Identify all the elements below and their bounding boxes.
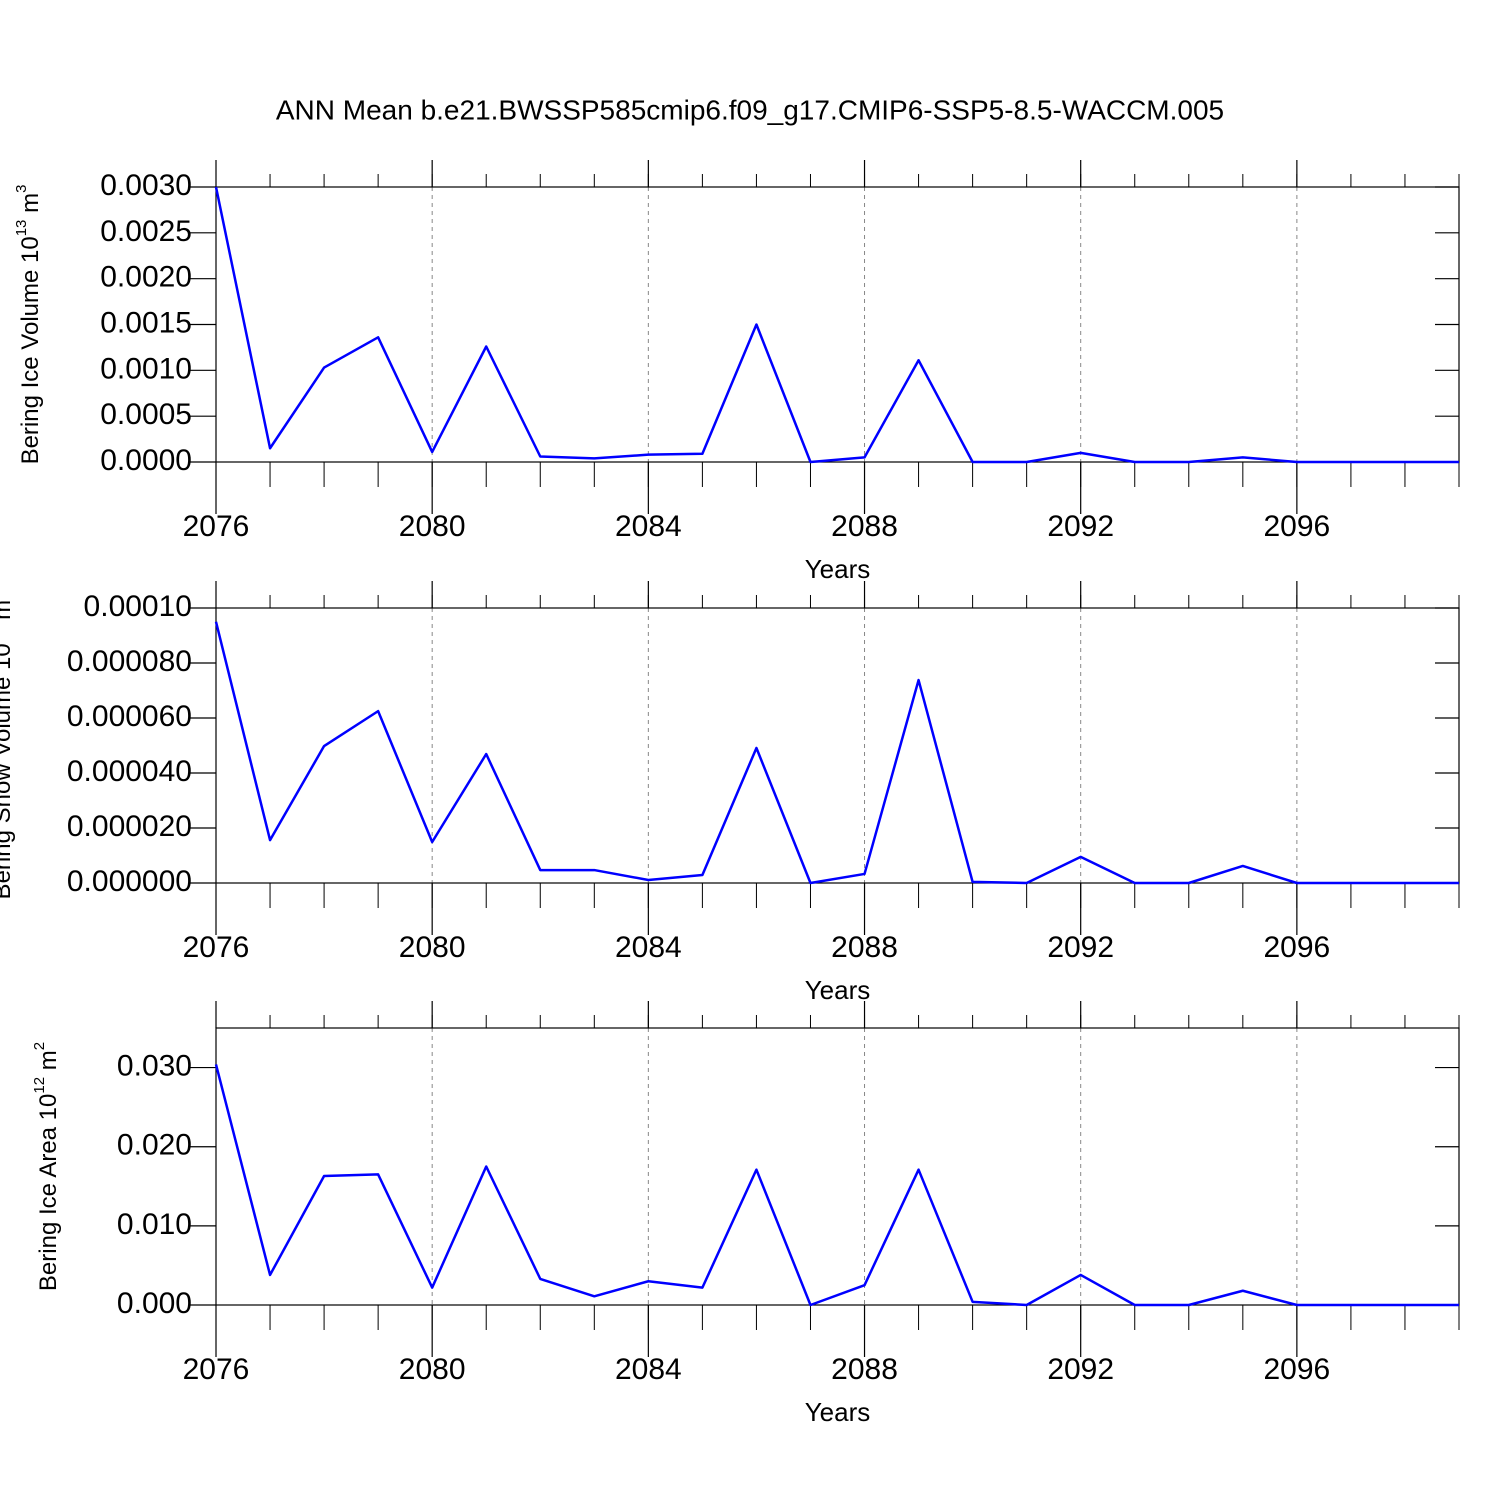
x-tick-label: 2084 — [615, 510, 682, 543]
data-line — [214, 1064, 1459, 1307]
y-tick-label: 0.000 — [117, 1287, 192, 1320]
y-axis-label-exponent: 13 — [13, 220, 30, 237]
y-axis-label: Bering Snow Volume 1013 m3 — [0, 592, 16, 900]
y-tick-label: 0.0030 — [100, 169, 192, 202]
y-axis-label-text: Bering Ice Volume 10 — [17, 236, 44, 464]
data-line — [214, 621, 1459, 885]
y-tick-label: 0.000080 — [67, 645, 192, 678]
figure-title: ANN Mean b.e21.BWSSP585cmip6.f09_g17.CMI… — [276, 94, 1224, 125]
y-tick-label: 0.020 — [117, 1129, 192, 1162]
y-axis-label-exponent: 3 — [13, 185, 30, 193]
x-tick-label: 2076 — [183, 510, 250, 543]
y-tick-label: 0.0000 — [100, 444, 192, 477]
y-axis-label-exponent: 12 — [31, 1077, 48, 1094]
y-axis-label-text: m — [35, 1050, 62, 1077]
x-axis-label: Years — [805, 975, 871, 1005]
y-tick-label: 0.0025 — [100, 215, 192, 248]
y-axis-label-text: m — [17, 193, 44, 220]
x-tick-label: 2080 — [399, 1353, 466, 1386]
y-tick-label: 0.000000 — [67, 865, 192, 898]
y-tick-label: 0.000040 — [67, 755, 192, 788]
y-tick-label: 0.0020 — [100, 261, 192, 294]
plot-frame — [215, 607, 1460, 884]
y-tick-label: 0.000060 — [67, 700, 192, 733]
x-tick-label: 2088 — [831, 931, 898, 964]
y-axis-label: Bering Ice Volume 1013 m3 — [13, 185, 44, 465]
y-axis-label-exponent: 13 — [0, 627, 2, 644]
y-tick-label: 0.0010 — [100, 352, 192, 385]
y-tick-label: 0.00010 — [84, 590, 192, 623]
x-tick-label: 2076 — [183, 1353, 250, 1386]
plot-frame — [215, 186, 1460, 463]
x-tick-label: 2088 — [831, 1353, 898, 1386]
plot-frame — [215, 1027, 1460, 1306]
x-tick-label: 2096 — [1263, 1353, 1330, 1386]
y-axis-label-text: Bering Ice Area 10 — [35, 1094, 62, 1291]
y-tick-label: 0.030 — [117, 1049, 192, 1082]
x-tick-label: 2096 — [1263, 510, 1330, 543]
x-tick-label: 2076 — [183, 931, 250, 964]
y-tick-label: 0.0015 — [100, 306, 192, 339]
y-axis-label-text: Bering Snow Volume 10 — [0, 643, 16, 899]
x-tick-label: 2084 — [615, 931, 682, 964]
y-axis-label-exponent: 2 — [31, 1042, 48, 1050]
y-axis-label-text: m — [0, 600, 16, 627]
y-axis-label-exponent: 3 — [0, 592, 2, 600]
y-axis-label: Bering Ice Area 1012 m2 — [31, 1042, 62, 1291]
x-tick-label: 2092 — [1047, 1353, 1114, 1386]
x-tick-label: 2088 — [831, 510, 898, 543]
x-axis-label: Years — [805, 554, 871, 584]
x-tick-label: 2092 — [1047, 931, 1114, 964]
y-tick-label: 0.000020 — [67, 810, 192, 843]
y-tick-label: 0.010 — [117, 1208, 192, 1241]
data-line — [214, 186, 1459, 464]
x-tick-label: 2092 — [1047, 510, 1114, 543]
y-tick-label: 0.0005 — [100, 398, 192, 431]
x-tick-label: 2096 — [1263, 931, 1330, 964]
x-tick-label: 2080 — [399, 510, 466, 543]
x-tick-label: 2080 — [399, 931, 466, 964]
x-axis-label: Years — [805, 1397, 871, 1427]
x-tick-label: 2084 — [615, 1353, 682, 1386]
